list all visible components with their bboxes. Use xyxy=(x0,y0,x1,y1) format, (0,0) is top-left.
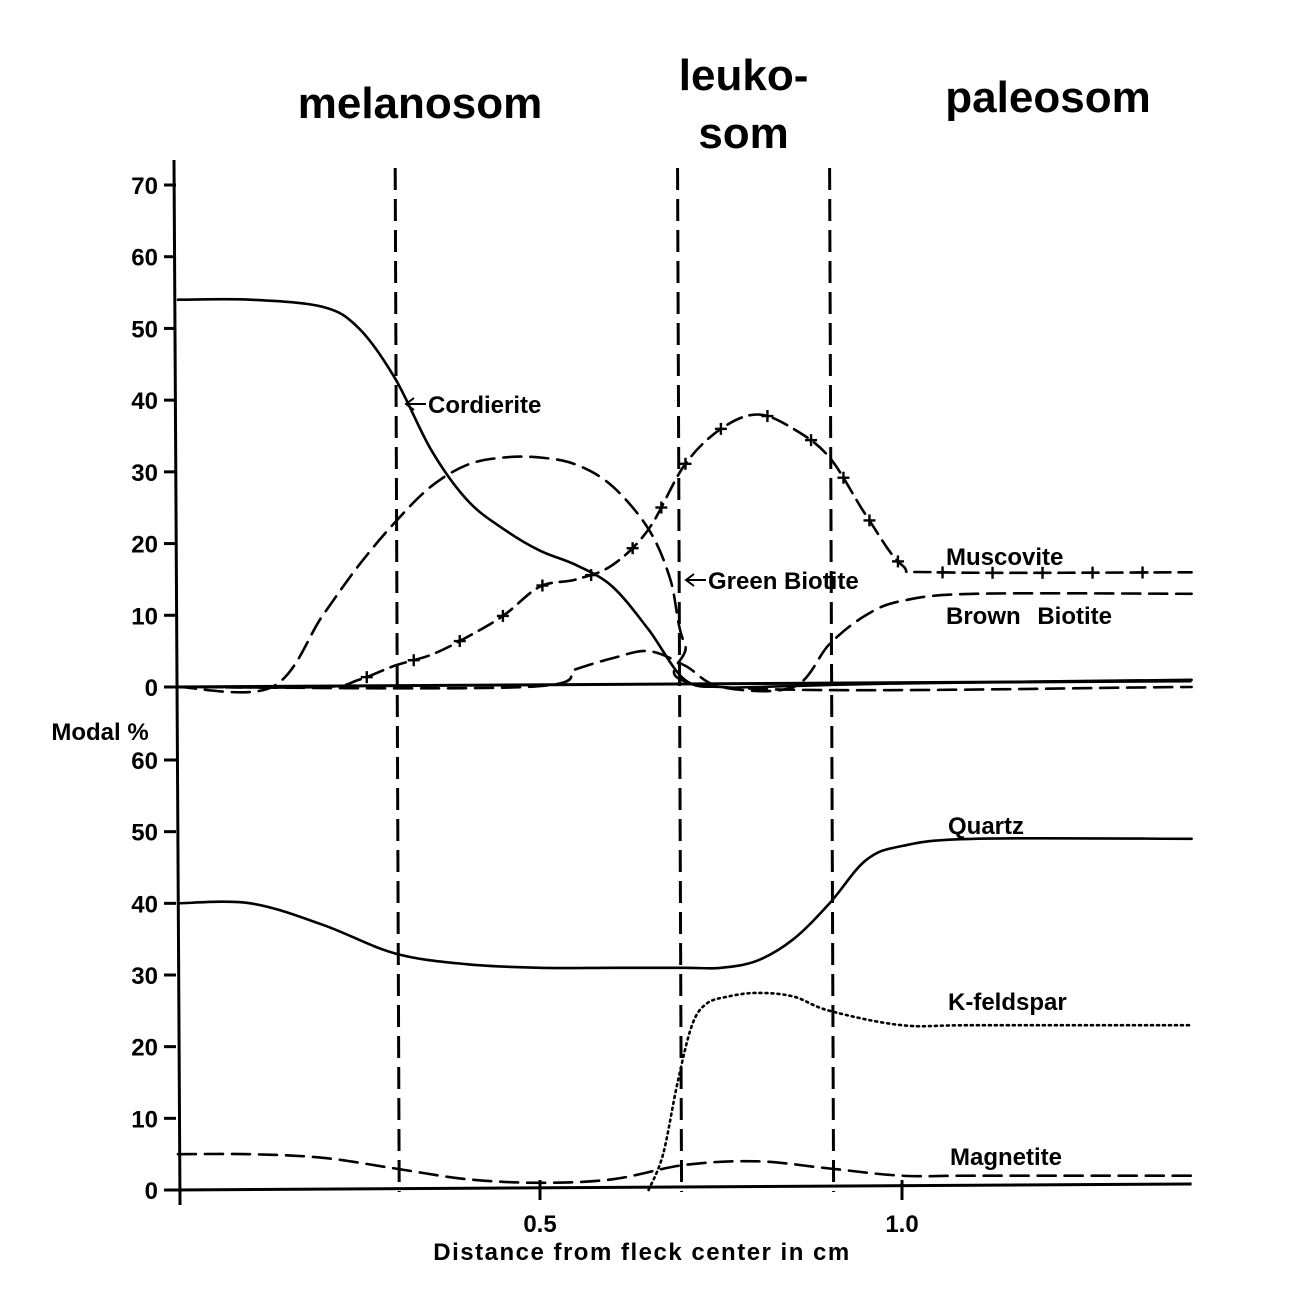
y-tick-label: 0 xyxy=(145,675,158,702)
y-tick-label: 20 xyxy=(131,532,158,559)
series-label-k-feldspar: K-feldspar xyxy=(948,989,1067,1016)
x-axis-label: Distance from fleck center in cm xyxy=(433,1239,850,1266)
zone-label-leukosom: leuko-som xyxy=(679,51,809,158)
series-label-muscovite: Muscovite xyxy=(946,544,1063,571)
y-axis-line xyxy=(172,159,182,1206)
zone-boundaries xyxy=(393,167,836,1193)
series-line-green-biotite xyxy=(176,455,1193,694)
curves xyxy=(176,297,1193,1192)
y-tick-label: 10 xyxy=(131,1106,158,1133)
label-arrow xyxy=(404,397,426,411)
series-line-k-feldspar xyxy=(647,991,1193,1192)
y-tick-label: 40 xyxy=(131,388,158,415)
y-axis-label: Modal % xyxy=(51,719,148,746)
y-tick-label: 50 xyxy=(131,820,158,847)
y-tick-label: 20 xyxy=(131,1035,158,1062)
y-tick-label: 50 xyxy=(131,316,158,343)
x-axis-line-lower xyxy=(173,1182,1192,1192)
y-tick-label: 60 xyxy=(131,748,158,775)
y-tick-label: 40 xyxy=(131,891,158,918)
y-tick-label: 70 xyxy=(131,173,158,200)
series-label-cordierite: Cordierite xyxy=(428,392,541,419)
series-line-magnetite xyxy=(176,1152,1193,1185)
zone-label-paleosom: paleosom xyxy=(945,73,1150,122)
series-line-cordierite xyxy=(176,297,1193,689)
y-tick-label: 60 xyxy=(131,245,158,272)
zone-label-melanosom: melanosom xyxy=(298,79,543,128)
series-line-muscovite xyxy=(176,413,1193,689)
zone-boundary-line xyxy=(393,167,401,1193)
label-arrow xyxy=(684,573,706,587)
series-line-brown-biotite xyxy=(176,591,1193,693)
zone-boundary-line xyxy=(828,167,836,1193)
series-line-quartz xyxy=(176,836,1193,970)
series-label-quartz: Quartz xyxy=(948,813,1024,840)
y-tick-label: 10 xyxy=(131,603,158,630)
series-label-brown-biotite: Brown Biotite xyxy=(946,603,1112,630)
y-tick-label: 0 xyxy=(145,1178,158,1205)
x-tick-label: 1.0 xyxy=(885,1211,918,1238)
axes: 0 10 20 30 40 50 60 70 0 10 20 30 40 50 60 0.5 1.0 xyxy=(131,159,1192,1238)
series-label-magnetite: Magnetite xyxy=(950,1144,1062,1171)
y-tick-label: 30 xyxy=(131,460,158,487)
y-tick-label: 30 xyxy=(131,963,158,990)
series-label-green-biotite: Green Biotite xyxy=(708,568,859,595)
x-tick-label: 0.5 xyxy=(523,1211,556,1238)
labels: melanosom leuko-som paleosom Cordierite Gree… xyxy=(298,51,1151,1171)
